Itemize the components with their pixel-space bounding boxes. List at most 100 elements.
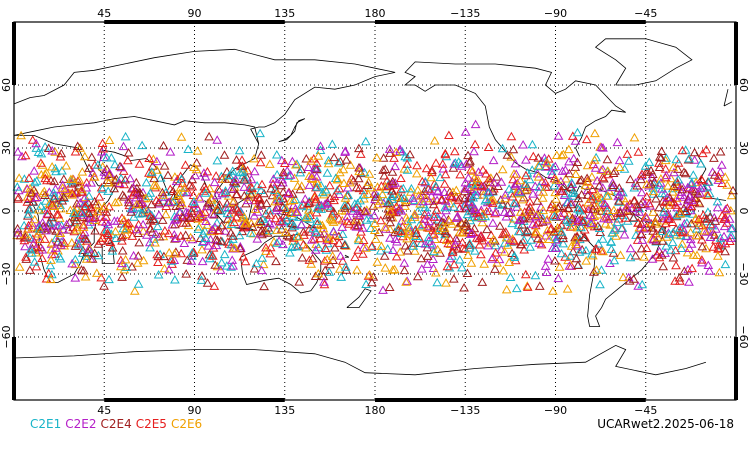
obs-marker bbox=[703, 207, 713, 216]
obs-marker bbox=[408, 195, 419, 205]
obs-marker bbox=[629, 182, 640, 192]
obs-marker bbox=[339, 200, 350, 209]
obs-marker bbox=[570, 235, 581, 244]
obs-marker bbox=[286, 208, 297, 217]
obs-marker bbox=[483, 187, 493, 197]
obs-marker bbox=[644, 198, 655, 208]
obs-marker bbox=[561, 220, 572, 229]
obs-marker bbox=[216, 220, 227, 230]
obs-marker bbox=[370, 192, 381, 201]
obs-marker bbox=[462, 209, 473, 219]
obs-marker bbox=[553, 273, 564, 283]
obs-marker bbox=[440, 196, 451, 205]
obs-marker bbox=[509, 250, 520, 260]
obs-marker bbox=[481, 206, 492, 216]
obs-marker bbox=[201, 184, 211, 193]
obs-marker bbox=[558, 149, 569, 159]
obs-marker bbox=[615, 208, 626, 217]
obs-marker bbox=[240, 256, 251, 266]
obs-marker bbox=[689, 147, 700, 157]
obs-marker bbox=[255, 216, 266, 225]
obs-marker bbox=[215, 206, 225, 215]
obs-marker bbox=[606, 236, 616, 246]
obs-marker bbox=[389, 153, 399, 162]
obs-marker bbox=[28, 239, 39, 248]
obs-marker bbox=[552, 222, 563, 232]
obs-marker bbox=[454, 203, 465, 213]
obs-marker bbox=[285, 170, 296, 179]
obs-marker bbox=[719, 231, 729, 241]
obs-marker bbox=[560, 165, 571, 174]
obs-marker bbox=[720, 259, 731, 269]
obs-marker bbox=[654, 162, 665, 171]
obs-marker bbox=[550, 255, 560, 265]
obs-marker bbox=[658, 207, 669, 216]
obs-marker bbox=[596, 206, 607, 215]
obs-marker bbox=[216, 171, 227, 181]
obs-marker bbox=[315, 229, 326, 238]
obs-marker bbox=[636, 199, 646, 208]
lat-tick-label-right: 30 bbox=[737, 141, 750, 155]
obs-marker bbox=[201, 216, 211, 225]
obs-marker bbox=[697, 241, 708, 251]
obs-marker bbox=[309, 163, 320, 172]
obs-marker bbox=[65, 205, 76, 214]
obs-marker bbox=[397, 147, 408, 156]
obs-marker bbox=[237, 166, 248, 176]
obs-marker bbox=[230, 174, 241, 184]
obs-marker bbox=[25, 187, 35, 196]
obs-marker bbox=[190, 170, 201, 180]
obs-marker bbox=[351, 182, 362, 192]
obs-marker bbox=[323, 158, 334, 168]
obs-marker bbox=[514, 186, 524, 196]
obs-marker bbox=[35, 226, 46, 236]
obs-marker bbox=[222, 198, 233, 208]
obs-marker bbox=[664, 229, 675, 239]
obs-marker bbox=[528, 151, 539, 161]
obs-marker bbox=[89, 172, 100, 181]
obs-marker bbox=[238, 163, 249, 173]
obs-marker bbox=[176, 248, 187, 258]
obs-marker bbox=[618, 187, 628, 197]
lat-tick-label-left: 60 bbox=[0, 78, 13, 92]
obs-marker bbox=[420, 177, 431, 187]
obs-marker bbox=[432, 244, 443, 254]
obs-marker bbox=[470, 186, 481, 196]
obs-marker bbox=[206, 195, 217, 204]
obs-marker bbox=[122, 218, 133, 228]
obs-marker bbox=[12, 182, 23, 191]
obs-marker bbox=[98, 143, 109, 153]
obs-marker bbox=[148, 234, 159, 243]
obs-marker bbox=[154, 210, 164, 219]
obs-marker bbox=[72, 198, 82, 208]
obs-marker bbox=[390, 161, 400, 171]
obs-marker bbox=[145, 215, 156, 225]
obs-marker bbox=[448, 163, 459, 172]
obs-marker bbox=[127, 231, 138, 240]
obs-marker bbox=[59, 238, 70, 247]
obs-marker bbox=[387, 176, 398, 186]
obs-marker bbox=[20, 232, 31, 241]
obs-marker bbox=[279, 158, 290, 167]
obs-marker bbox=[704, 266, 715, 275]
obs-marker bbox=[61, 219, 72, 229]
obs-marker bbox=[470, 204, 481, 213]
obs-marker bbox=[608, 180, 619, 189]
obs-marker bbox=[297, 252, 308, 262]
obs-marker bbox=[591, 265, 602, 274]
obs-marker bbox=[597, 164, 608, 174]
obs-marker bbox=[35, 234, 45, 243]
obs-marker bbox=[536, 210, 547, 220]
obs-marker bbox=[656, 250, 667, 259]
obs-marker bbox=[226, 183, 236, 193]
obs-marker bbox=[179, 183, 190, 192]
obs-marker bbox=[350, 252, 360, 261]
obs-marker bbox=[726, 233, 736, 242]
obs-marker bbox=[573, 216, 583, 226]
obs-marker bbox=[78, 220, 89, 229]
obs-marker bbox=[70, 273, 81, 282]
obs-marker bbox=[438, 163, 449, 173]
obs-marker bbox=[448, 202, 459, 211]
obs-marker bbox=[47, 200, 58, 209]
obs-marker bbox=[120, 174, 131, 184]
